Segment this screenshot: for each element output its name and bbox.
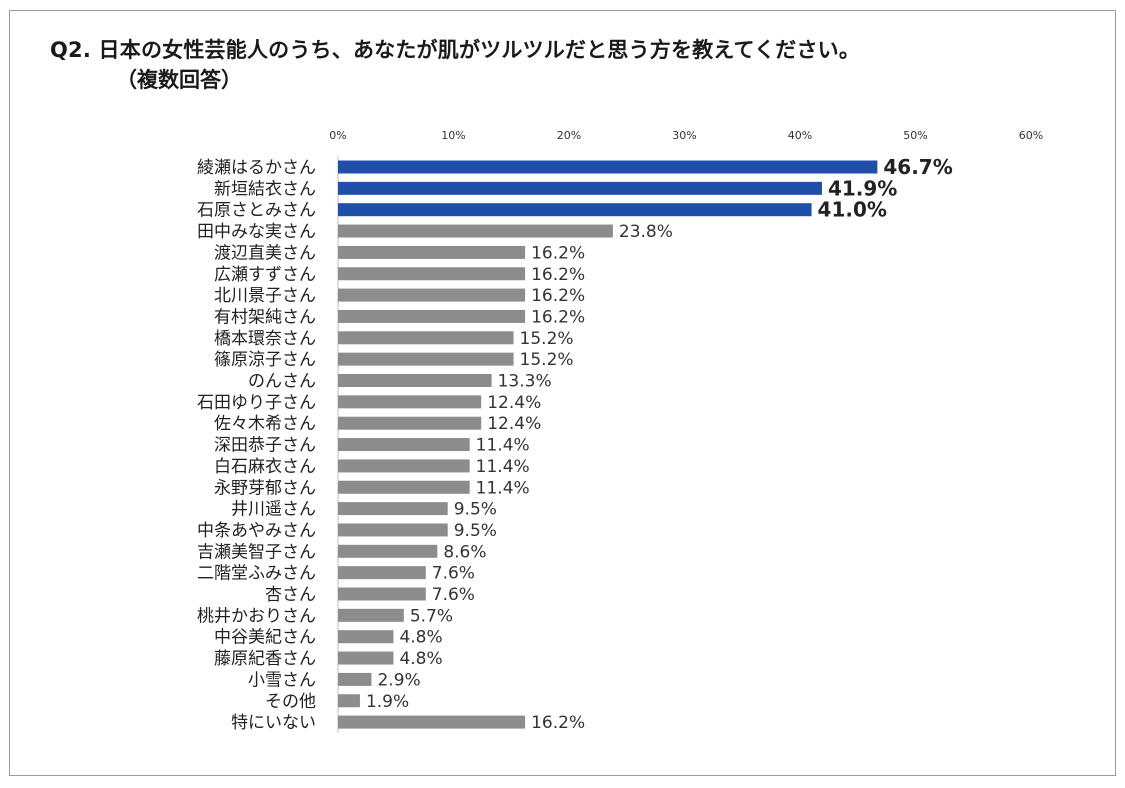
value-label: 16.2% (531, 307, 585, 327)
x-tick-label: 20% (557, 129, 581, 142)
category-label: のんさん (248, 372, 316, 392)
value-label: 7.6% (432, 585, 475, 605)
bar (338, 331, 514, 345)
bar (338, 523, 448, 537)
value-label: 16.2% (531, 265, 585, 285)
category-label: 広瀬すずさん (214, 265, 316, 285)
category-label: 篠原涼子さん (214, 350, 316, 370)
bar (338, 267, 526, 281)
bar (338, 416, 482, 430)
x-axis-ticks: 0% 10% 20% 30% 40% 50% 60% (329, 129, 1043, 142)
category-label: 中谷美紀さん (214, 628, 316, 648)
bar (338, 374, 492, 387)
value-labels: 46.7%41.9%41.0%23.8%16.2%16.2%16.2%16.2%… (366, 155, 953, 733)
bar (338, 502, 448, 516)
value-label: 9.5% (454, 500, 497, 520)
bar (338, 480, 470, 494)
category-label: 深田恭子さん (214, 436, 316, 456)
x-tick-label: 30% (672, 129, 696, 142)
bar (338, 566, 426, 580)
bar (338, 694, 360, 708)
category-label: 石田ゆり子さん (197, 393, 316, 413)
x-tick-label: 60% (1019, 129, 1043, 142)
bar (338, 181, 822, 195)
value-label: 12.4% (487, 393, 541, 413)
bar (338, 224, 613, 238)
category-label: 渡辺直美さん (214, 243, 316, 263)
value-label: 23.8% (619, 222, 673, 242)
category-label: 白石麻衣さん (214, 457, 316, 477)
value-label: 15.2% (520, 350, 574, 370)
bar (338, 651, 394, 665)
category-label: 綾瀬はるかさん (197, 158, 316, 178)
chart-subtitle: （複数回答） (116, 68, 242, 92)
category-label: 新垣結衣さん (214, 179, 316, 199)
bar (338, 395, 482, 409)
bar (338, 672, 372, 686)
value-label: 4.8% (399, 649, 442, 669)
category-label: 北川景子さん (214, 286, 316, 306)
bar (338, 438, 470, 452)
x-tick-label: 50% (903, 129, 927, 142)
category-label: 小雪さん (248, 670, 316, 690)
category-label: 吉瀬美智子さん (197, 542, 316, 562)
bars (338, 160, 878, 729)
value-label: 12.4% (487, 414, 541, 434)
category-label: 石原さとみさん (197, 201, 316, 221)
bar (338, 715, 526, 729)
bar (338, 203, 812, 217)
category-label: 桃井かおりさん (197, 606, 316, 626)
value-label: 11.4% (476, 478, 530, 498)
category-label: 永野芽郁さん (214, 478, 316, 498)
value-label: 16.2% (531, 713, 585, 733)
category-label: その他 (265, 692, 316, 712)
category-labels: 綾瀬はるかさん新垣結衣さん石原さとみさん田中みな実さん渡辺直美さん広瀬すずさん北… (197, 158, 316, 733)
value-label: 41.9% (828, 176, 897, 200)
bar (338, 587, 426, 601)
category-label: 特にいない (231, 713, 316, 733)
value-label: 15.2% (520, 329, 574, 349)
category-label: 杏さん (265, 585, 316, 605)
bar (338, 459, 470, 473)
value-label: 2.9% (377, 670, 420, 690)
value-label: 16.2% (531, 243, 585, 263)
bar (338, 544, 438, 558)
value-label: 1.9% (366, 692, 409, 712)
bar (338, 608, 404, 622)
value-label: 11.4% (476, 457, 530, 477)
value-label: 9.5% (454, 521, 497, 541)
category-label: 藤原紀香さん (214, 649, 316, 669)
value-label: 5.7% (410, 606, 453, 626)
x-tick-label: 40% (788, 129, 812, 142)
value-label: 8.6% (443, 542, 486, 562)
value-label: 11.4% (476, 436, 530, 456)
category-label: 橋本環奈さん (214, 329, 316, 349)
value-label: 46.7% (883, 155, 952, 179)
value-label: 16.2% (531, 286, 585, 306)
category-label: 二階堂ふみさん (197, 564, 316, 584)
value-label: 7.6% (432, 564, 475, 584)
x-tick-label: 0% (329, 129, 346, 142)
value-label: 13.3% (498, 372, 552, 392)
category-label: 井川遥さん (231, 500, 316, 520)
chart-title: Q2. 日本の女性芸能人のうち、あなたが肌がツルツルだと思う方を教えてください。 (50, 38, 861, 62)
category-label: 中条あやみさん (197, 521, 316, 541)
value-label: 41.0% (818, 198, 887, 222)
value-label: 4.8% (399, 628, 442, 648)
x-tick-label: 10% (441, 129, 465, 142)
category-label: 有村架純さん (214, 307, 316, 327)
bar (338, 160, 878, 174)
bar (338, 309, 526, 323)
bar (338, 630, 394, 644)
bar (338, 352, 514, 366)
category-label: 田中みな実さん (197, 222, 316, 242)
chart-frame (9, 10, 1116, 776)
category-label: 佐々木希さん (214, 414, 316, 434)
bar (338, 288, 526, 302)
bar (338, 245, 526, 259)
